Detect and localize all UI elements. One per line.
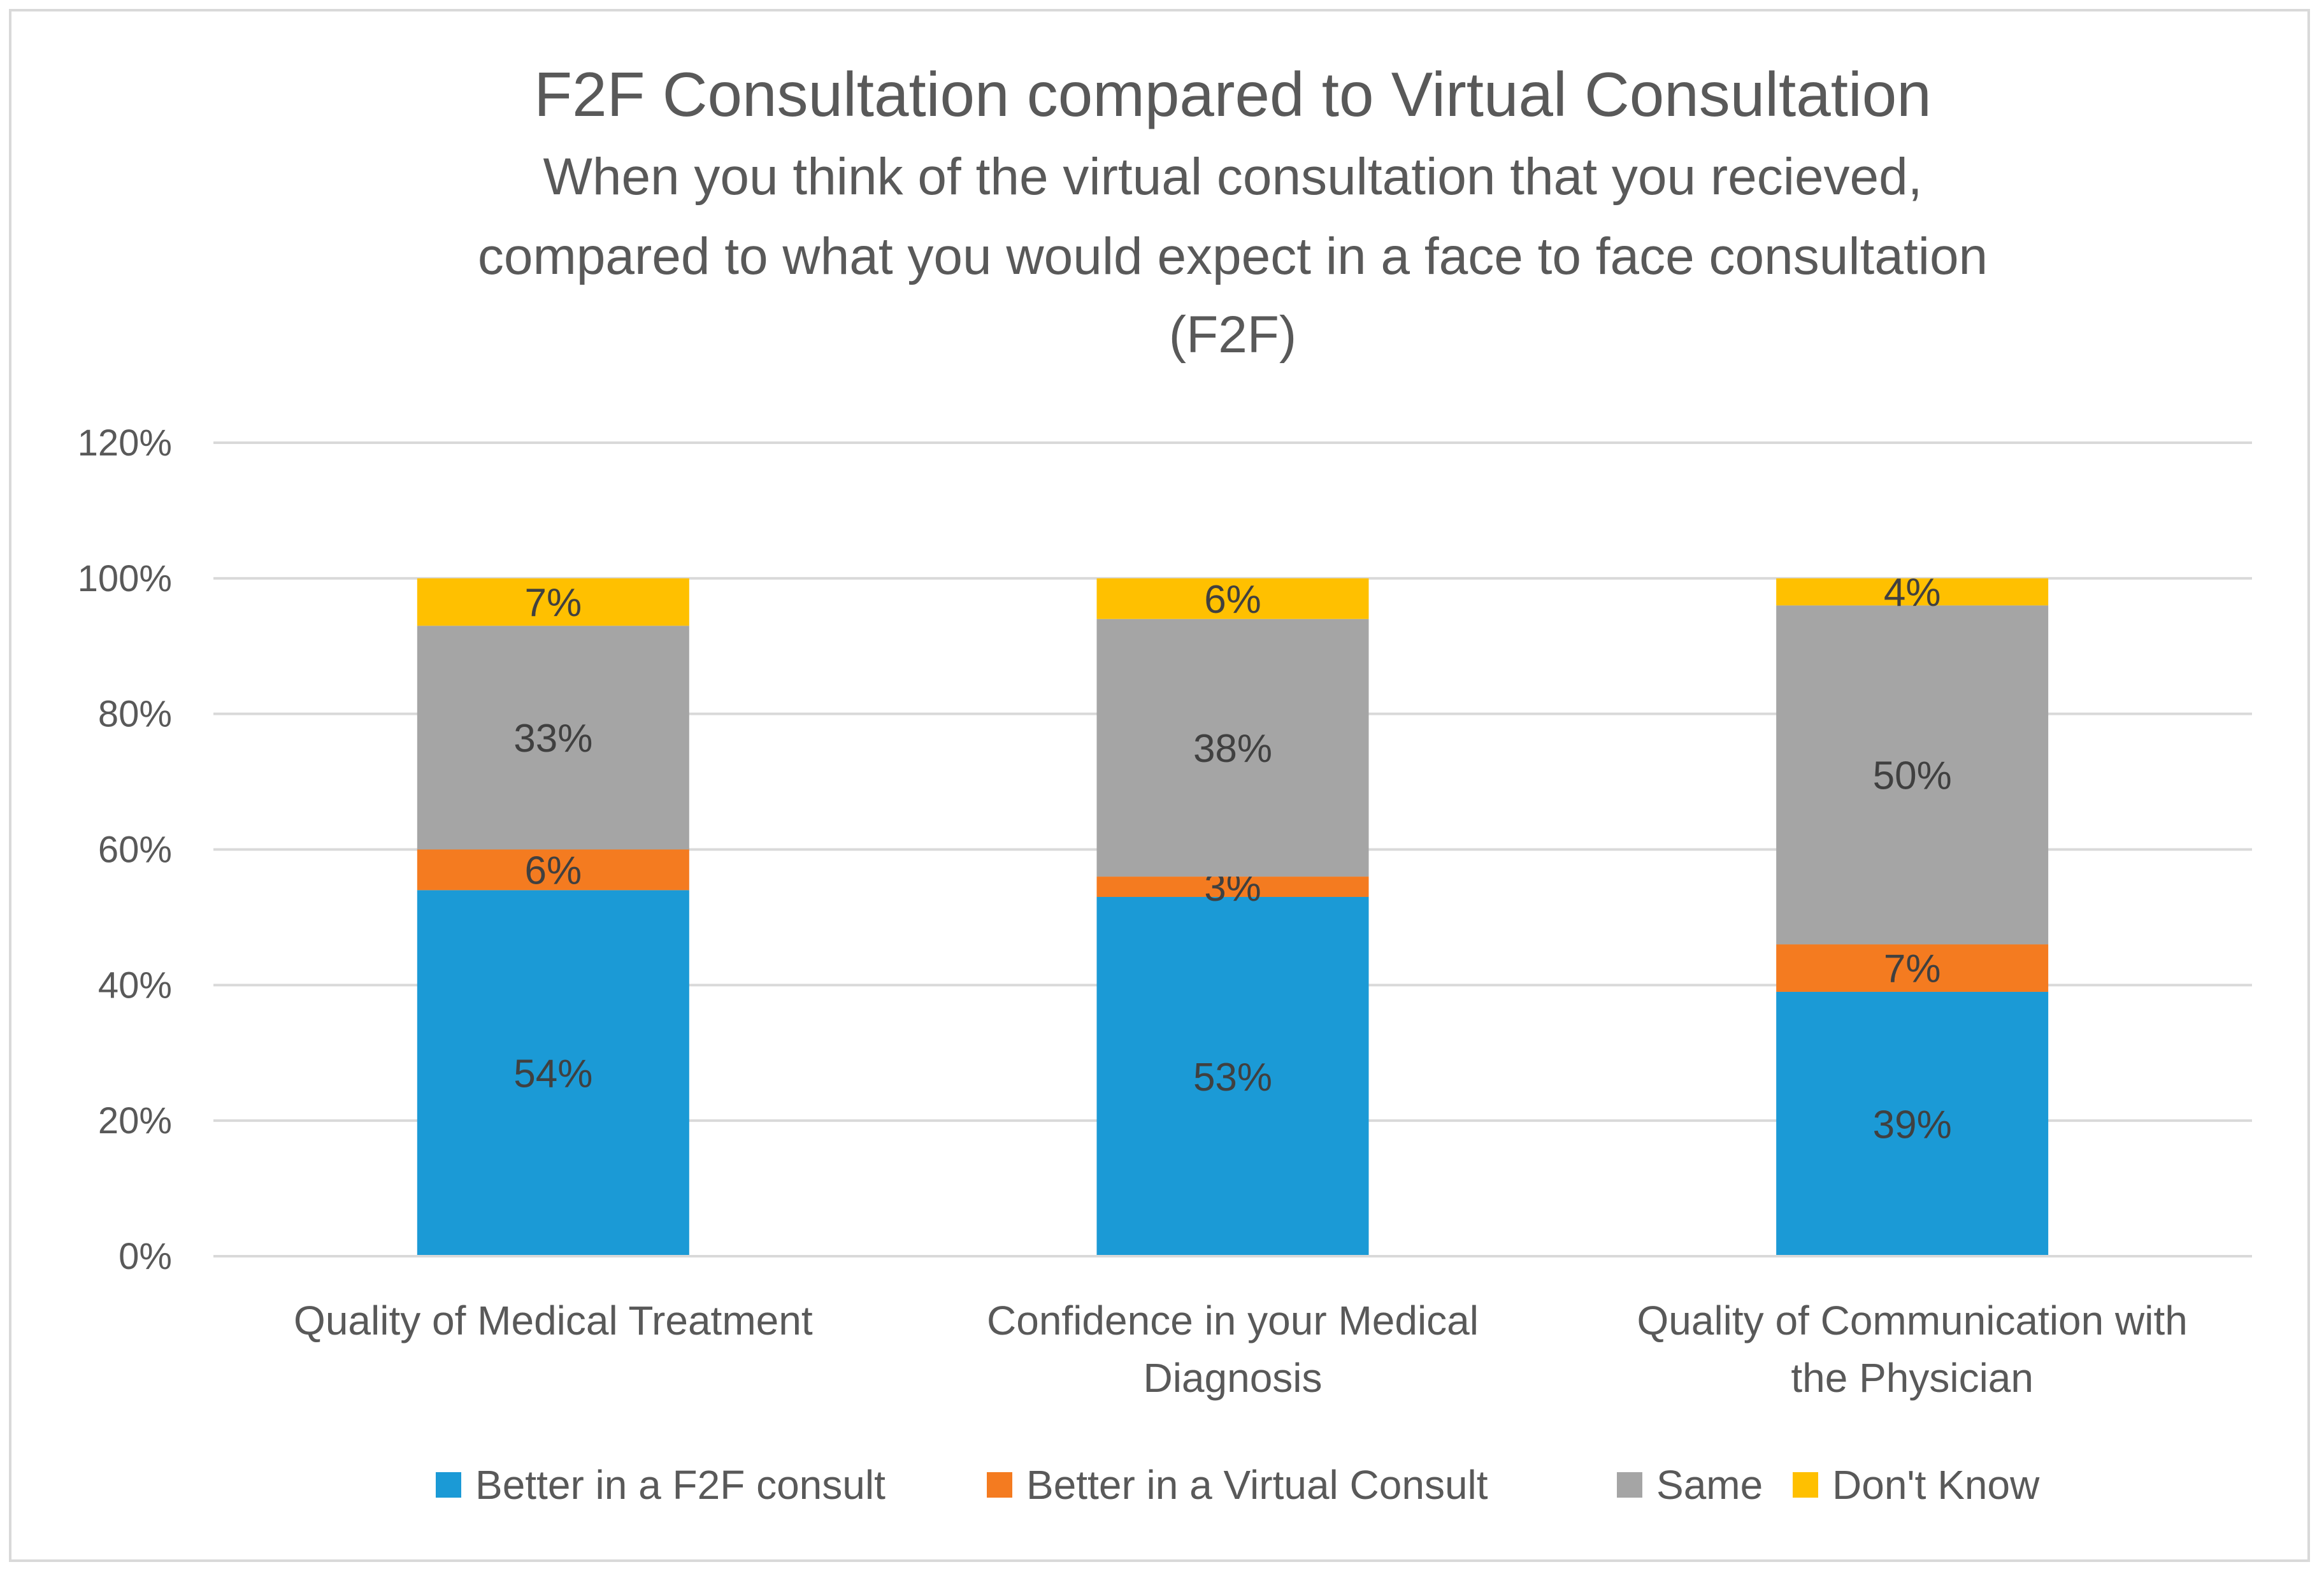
- x-tick-label: Quality of Medical Treatment: [294, 1298, 813, 1343]
- x-tick-label: Confidence in your Medical: [987, 1298, 1479, 1343]
- bar-segment-3-3: [1776, 605, 2049, 945]
- chart-title: F2F Consultation compared to Virtual Con…: [534, 59, 1931, 129]
- x-tick-label: Quality of Communication with: [1637, 1298, 2187, 1343]
- y-tick-label: 20%: [98, 1100, 172, 1142]
- legend-label: Same: [1656, 1462, 1763, 1508]
- data-label: 7%: [1884, 947, 1941, 991]
- y-tick-label: 40%: [98, 964, 172, 1006]
- data-label: 50%: [1873, 754, 1952, 798]
- x-tick-label: Diagnosis: [1143, 1355, 1322, 1401]
- bar-segment-1-4: [417, 578, 689, 626]
- legend-label: Better in a Virtual Consult: [1026, 1462, 1488, 1508]
- y-tick-label: 80%: [98, 694, 172, 735]
- y-axis: 0% 20% 40% 60% 80% 100% 120%: [78, 422, 172, 1277]
- legend-swatch-4: [1793, 1472, 1818, 1498]
- data-label: 53%: [1193, 1056, 1272, 1100]
- chart-subtitle-line-2: compared to what you would expect in a f…: [478, 227, 1988, 285]
- data-label: 6%: [525, 849, 582, 892]
- bar-segment-2-3: [1096, 619, 1369, 877]
- x-axis: Quality of Medical Treatment Confidence i…: [213, 1255, 2252, 1401]
- legend-swatch-3: [1617, 1472, 1642, 1498]
- data-label: 33%: [513, 717, 592, 761]
- legend-swatch-2: [987, 1472, 1012, 1498]
- chart-subtitle-line-1: When you think of the virtual consultati…: [543, 148, 1922, 206]
- data-label: 38%: [1193, 727, 1272, 771]
- bar-segment-3-1: [1776, 991, 2049, 1256]
- y-tick-label: 0%: [118, 1236, 172, 1277]
- bar-segment-2-1: [1096, 896, 1369, 1256]
- y-tick-label: 60%: [98, 829, 172, 871]
- data-label: 7%: [525, 581, 582, 625]
- bar-segment-1-3: [417, 626, 689, 850]
- bars: 54%6%33%7%53%3%38%6%39%7%50%4%: [417, 571, 2049, 1256]
- bar-segment-3-4: [1776, 578, 2049, 606]
- data-label: 6%: [1204, 578, 1261, 622]
- bar-segment-1-1: [417, 890, 689, 1256]
- legend: Better in a F2F consult Better in a Virtu…: [436, 1462, 2040, 1508]
- bar-segment-3-2: [1776, 944, 2049, 992]
- data-label: 54%: [513, 1052, 592, 1096]
- bar-segment-2-4: [1096, 578, 1369, 619]
- chart-subtitle-line-3: (F2F): [1169, 306, 1296, 364]
- x-tick-label: the Physician: [1791, 1355, 2034, 1401]
- legend-label: Don't Know: [1832, 1462, 2040, 1508]
- data-label: 39%: [1873, 1103, 1952, 1147]
- bar-segment-2-2: [1096, 877, 1369, 897]
- y-tick-label: 120%: [78, 422, 172, 464]
- legend-swatch-1: [436, 1472, 461, 1498]
- legend-label: Better in a F2F consult: [475, 1462, 886, 1508]
- bar-segment-1-2: [417, 849, 689, 891]
- y-tick-label: 100%: [78, 558, 172, 599]
- data-label: 4%: [1884, 571, 1941, 615]
